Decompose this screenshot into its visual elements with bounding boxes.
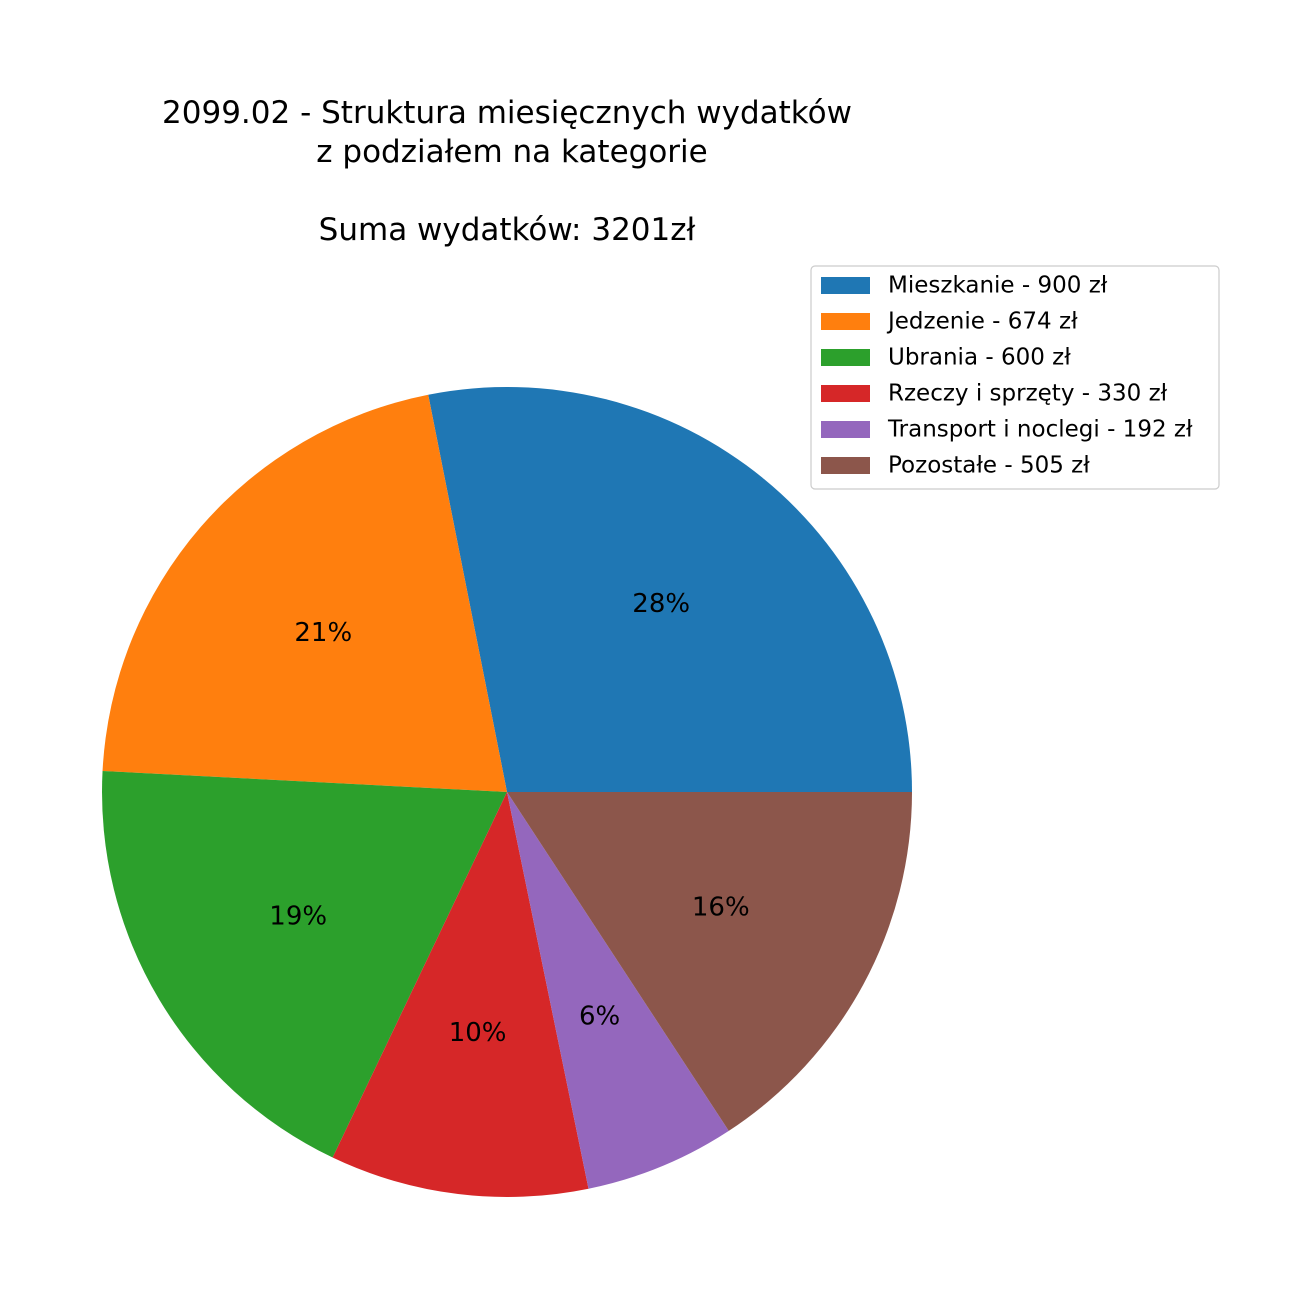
pie-percent-label-4: 10% bbox=[449, 1018, 507, 1048]
title-line-1: 2099.02 - Struktura miesięcznych wydatkó… bbox=[162, 95, 852, 131]
pie-slice-2 bbox=[102, 394, 508, 792]
legend-swatch-6 bbox=[821, 457, 870, 474]
legend-frame bbox=[810, 265, 1220, 490]
title-line-2: z podziałem na kategorie bbox=[316, 134, 707, 170]
legend-label-3: Ubrania - 600 zł bbox=[888, 345, 1071, 371]
pie-percent-label-1: 28% bbox=[632, 589, 690, 619]
legend-label-2: Jedzenie - 674 zł bbox=[886, 309, 1078, 335]
legend-label-4: Rzeczy i sprzęty - 330 zł bbox=[888, 381, 1168, 407]
legend: Mieszkanie - 900 zł Jedzenie - 674 zł Ubra… bbox=[810, 265, 1220, 490]
pie-percent-label-5: 6% bbox=[579, 1002, 620, 1032]
legend-swatch-5 bbox=[821, 421, 870, 438]
pie-slice-6 bbox=[507, 792, 913, 1131]
legend-label-1: Mieszkanie - 900 zł bbox=[888, 273, 1108, 299]
pie-percent-label-3: 19% bbox=[269, 901, 327, 931]
pie-percent-label-2: 21% bbox=[294, 618, 352, 648]
legend-swatch-4 bbox=[821, 385, 870, 402]
pie-percent-label-6: 16% bbox=[692, 893, 750, 923]
legend-swatch-2 bbox=[821, 313, 870, 330]
legend-swatch-3 bbox=[821, 349, 870, 366]
legend-label-5: Transport i noclegi - 192 zł bbox=[887, 417, 1193, 443]
pie-slice-3 bbox=[102, 770, 507, 1158]
pie-percent-labels: 28% 21% 19% 10% 6% 16% bbox=[269, 589, 749, 1048]
title-line-3-total: Suma wydatków: 3201zł bbox=[319, 212, 696, 248]
chart-title: 2099.02 - Struktura miesięcznych wydatkó… bbox=[162, 95, 852, 248]
legend-swatch-1 bbox=[821, 277, 870, 294]
pie-slice-4 bbox=[332, 792, 589, 1197]
pie-slices bbox=[102, 387, 913, 1197]
legend-label-6: Pozostałe - 505 zł bbox=[888, 453, 1090, 479]
pie-slice-1 bbox=[428, 387, 912, 792]
pie-slice-5 bbox=[507, 792, 729, 1189]
